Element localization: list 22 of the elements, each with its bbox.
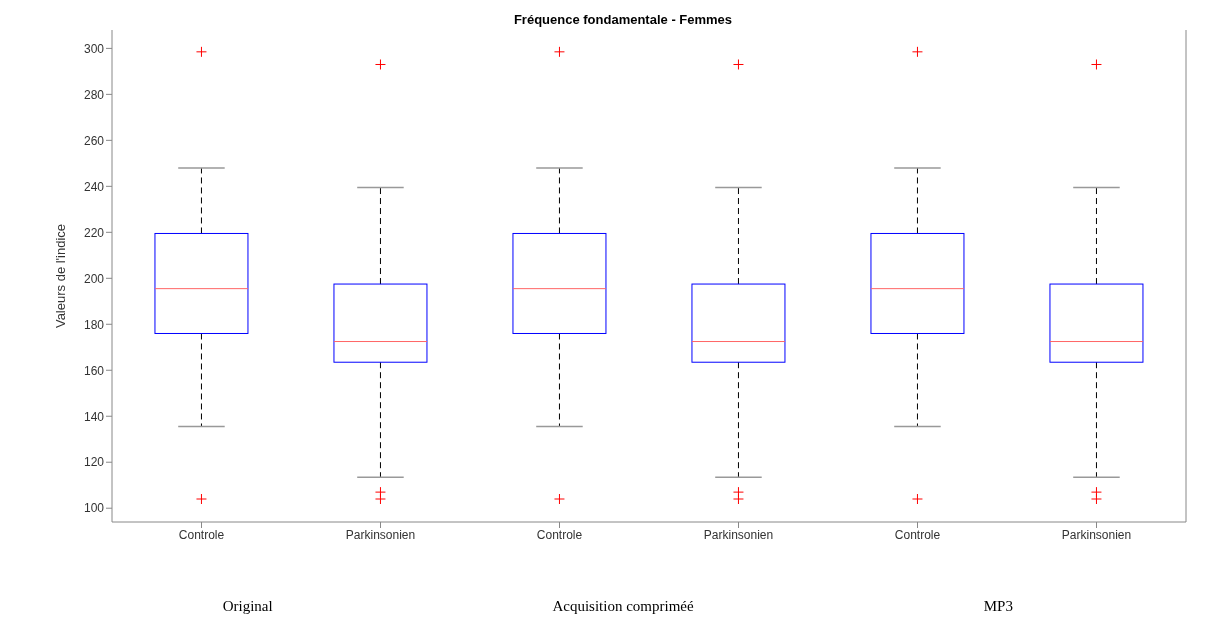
- y-tick-label: 240: [83, 179, 105, 194]
- y-tick-label: 200: [83, 271, 105, 286]
- chart-title: Fréquence fondamentale - Femmes: [512, 12, 734, 27]
- text: Acquisition compriméé: [551, 598, 695, 615]
- y-tick-label: 140: [83, 409, 105, 424]
- text: Original: [221, 598, 274, 615]
- x-tick-label: Parkinsonien: [1061, 527, 1132, 542]
- y-tick-label: 160: [83, 363, 105, 378]
- y-tick-label: 300: [83, 41, 105, 56]
- y-tick-label: 260: [83, 133, 105, 148]
- x-tick-label: Controle: [178, 527, 225, 542]
- text: MP3: [982, 598, 1014, 615]
- y-tick-label: 180: [83, 317, 105, 332]
- x-tick-label: Controle: [536, 527, 583, 542]
- x-tick-label: Parkinsonien: [703, 527, 774, 542]
- y-axis-title: Valeurs de l'indice: [52, 223, 68, 329]
- y-tick-label: 220: [83, 225, 105, 240]
- y-tick-label: 280: [83, 87, 105, 102]
- x-tick-label: Controle: [894, 527, 941, 542]
- y-tick-label: 120: [83, 455, 105, 470]
- x-tick-label: Parkinsonien: [345, 527, 416, 542]
- y-tick-label: 100: [83, 501, 105, 516]
